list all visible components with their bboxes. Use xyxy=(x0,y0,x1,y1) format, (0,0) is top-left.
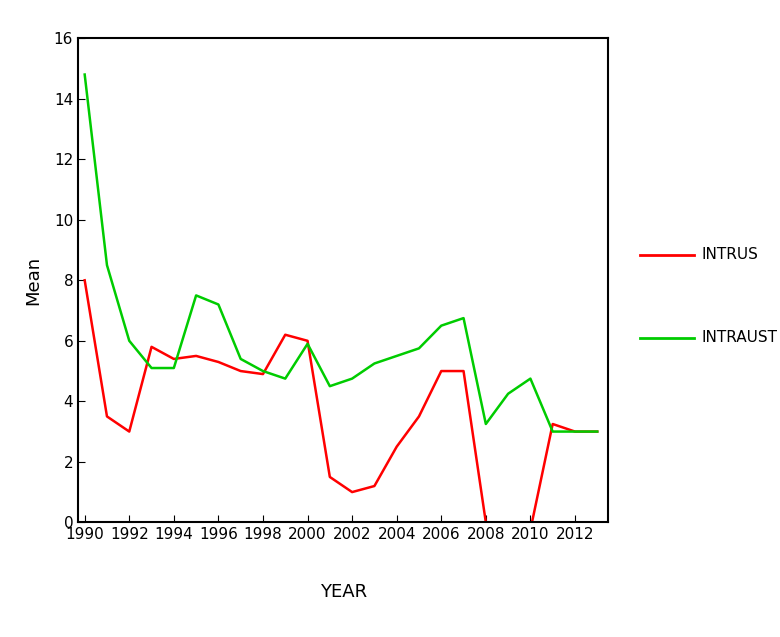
Text: INTRUS: INTRUS xyxy=(702,247,759,262)
Text: INTRAUST: INTRAUST xyxy=(702,330,778,345)
Y-axis label: Mean: Mean xyxy=(25,255,43,305)
Text: YEAR: YEAR xyxy=(320,583,367,601)
